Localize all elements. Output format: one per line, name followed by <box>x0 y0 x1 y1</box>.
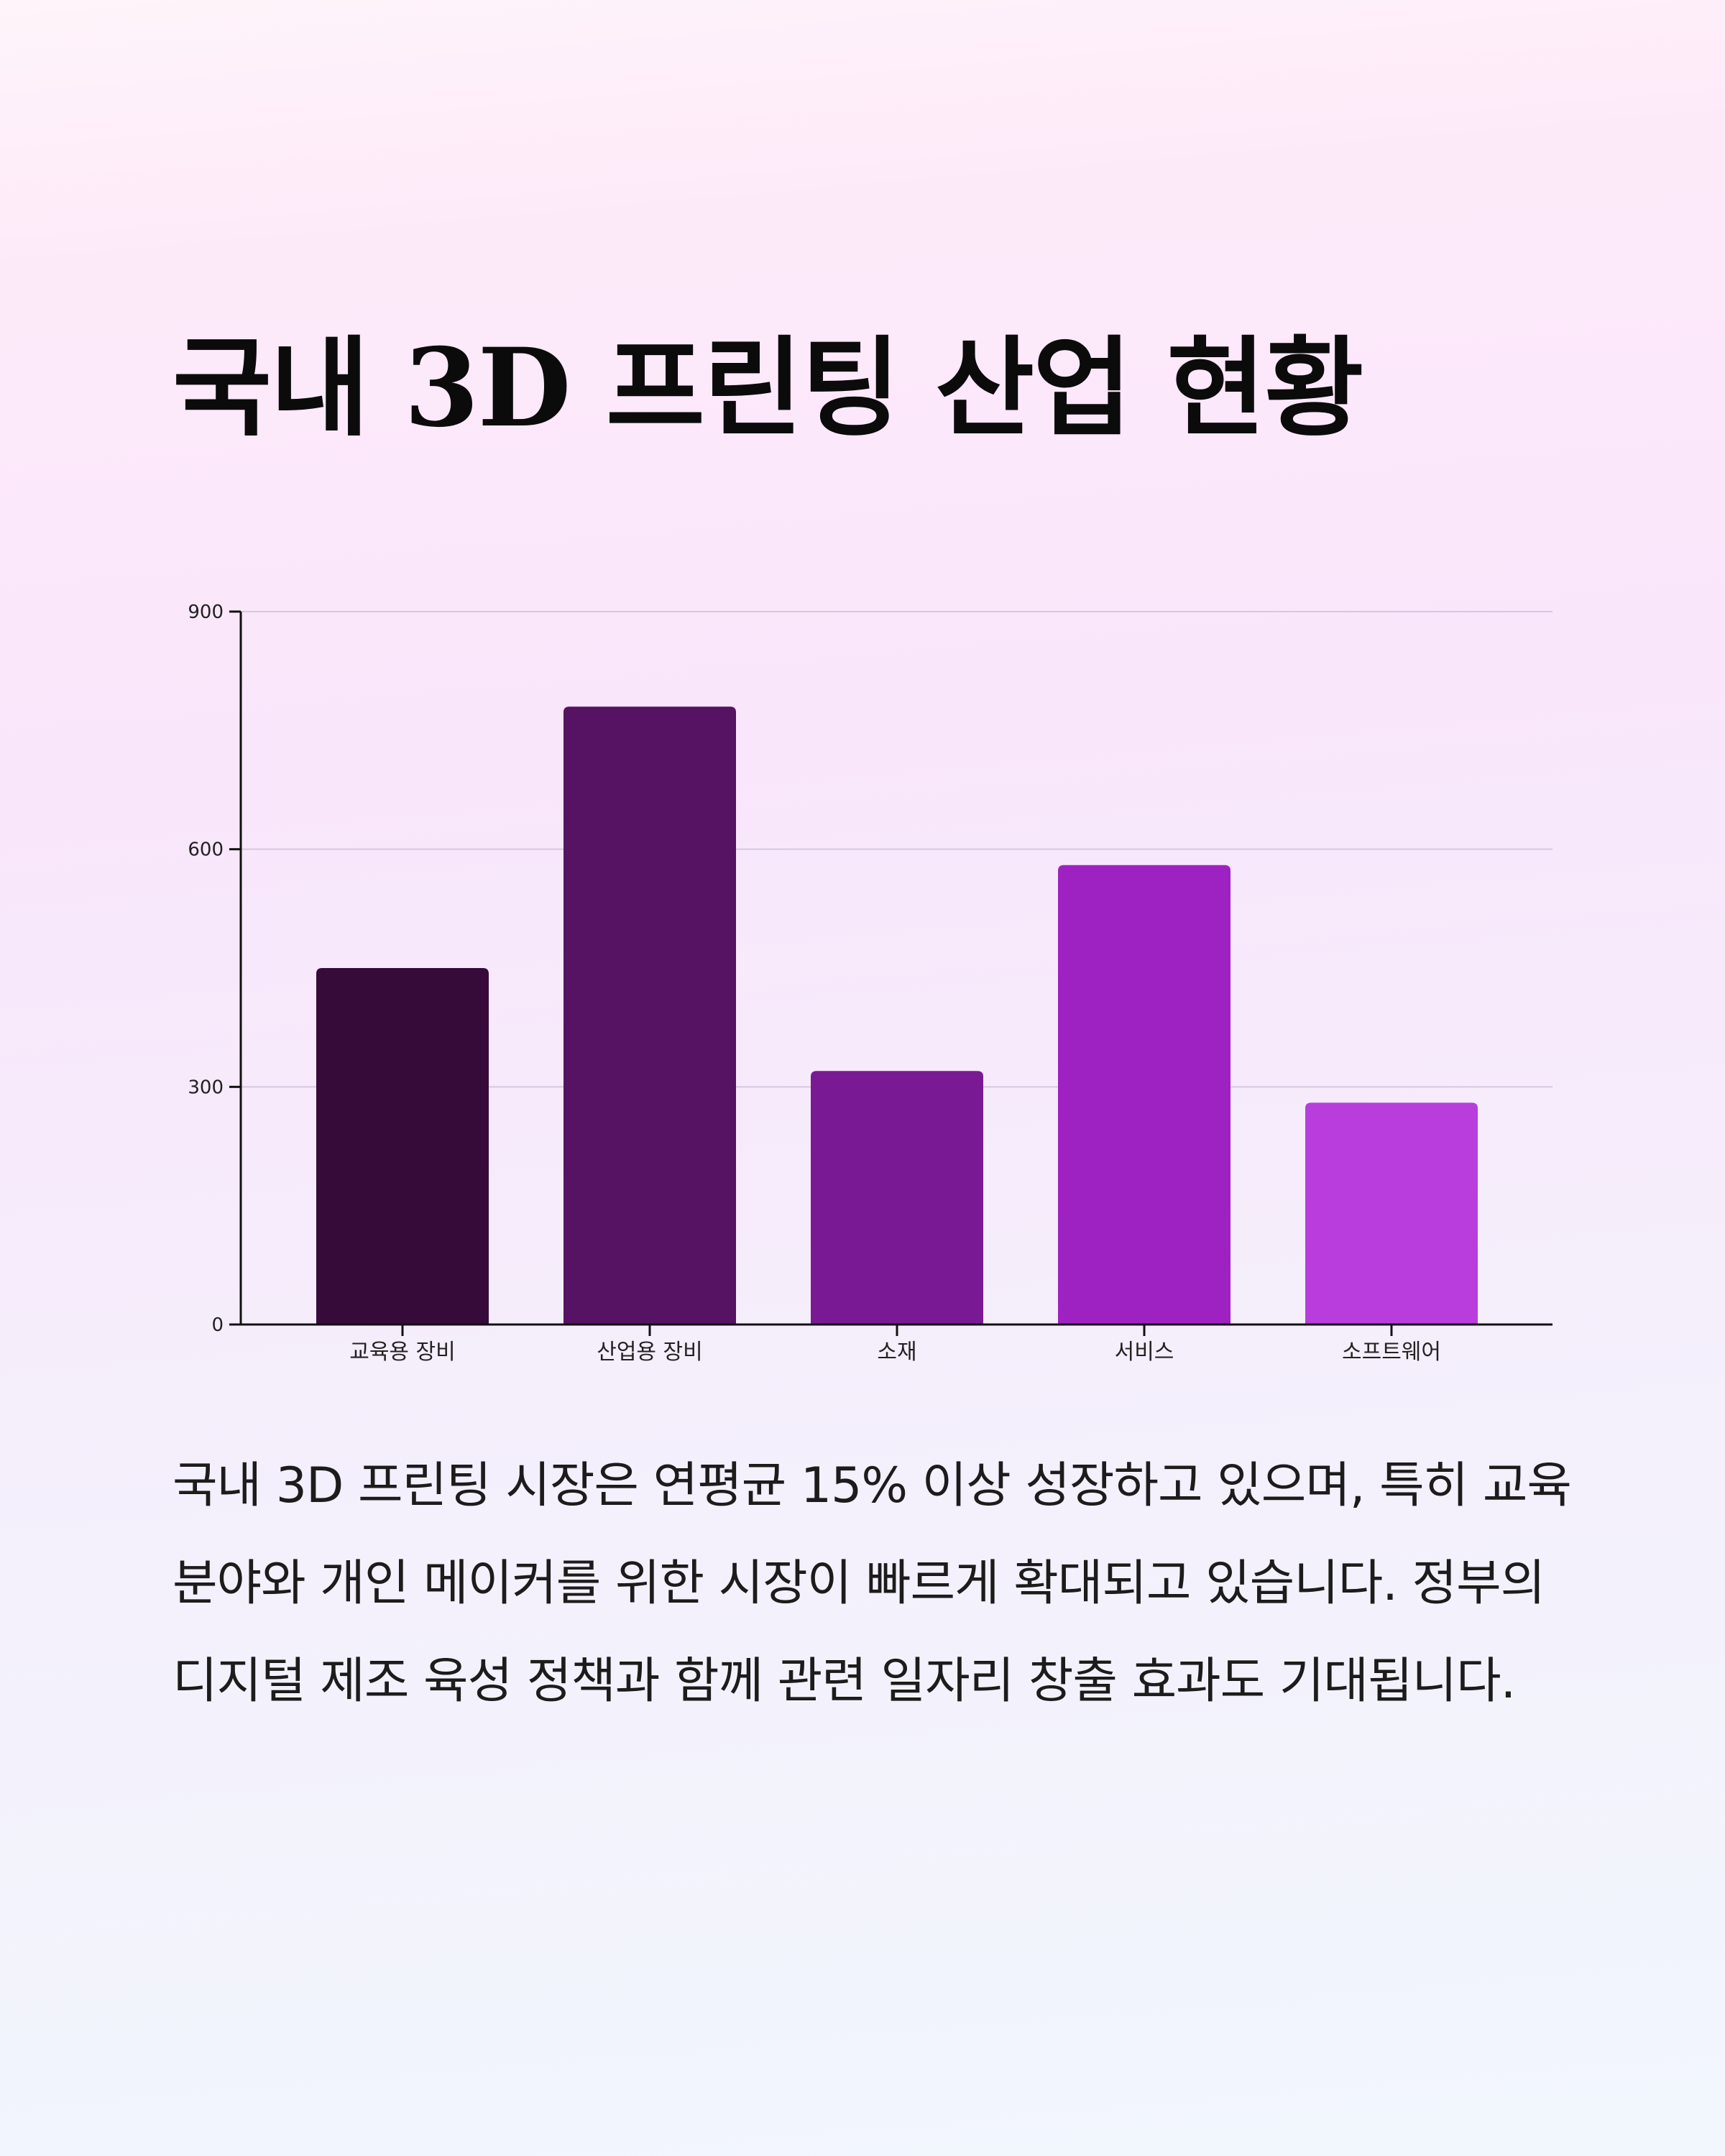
y-tick-label: 600 <box>188 839 224 861</box>
x-tick-label: 소프트웨어 <box>1342 1340 1441 1365</box>
page-title: 국내 3D 프린팅 산업 현황 <box>172 325 1363 451</box>
y-tick-label: 300 <box>188 1077 224 1098</box>
y-tick-label: 900 <box>188 602 224 623</box>
description-text: 국내 3D 프린팅 시장은 연평균 15% 이상 성장하고 있으며, 특히 교육… <box>172 1457 1572 1710</box>
x-tick-label: 산업용 장비 <box>597 1340 703 1365</box>
bar-3 <box>811 1071 983 1325</box>
x-tick-label: 서비스 <box>1115 1340 1174 1365</box>
bars <box>316 706 1478 1325</box>
axes <box>229 610 1552 1336</box>
bar-4 <box>1058 865 1230 1325</box>
bar-1 <box>316 968 489 1325</box>
tick-labels: 0 300 600 900 교육용 장비 산업용 장비 소재 서비스 소프트웨어 <box>188 602 1441 1365</box>
x-tick-label: 소재 <box>877 1340 916 1365</box>
y-tick-label: 0 <box>211 1314 224 1336</box>
bar-5 <box>1305 1102 1478 1325</box>
bar-2 <box>564 706 736 1325</box>
x-tick-label: 교육용 장비 <box>349 1340 456 1365</box>
